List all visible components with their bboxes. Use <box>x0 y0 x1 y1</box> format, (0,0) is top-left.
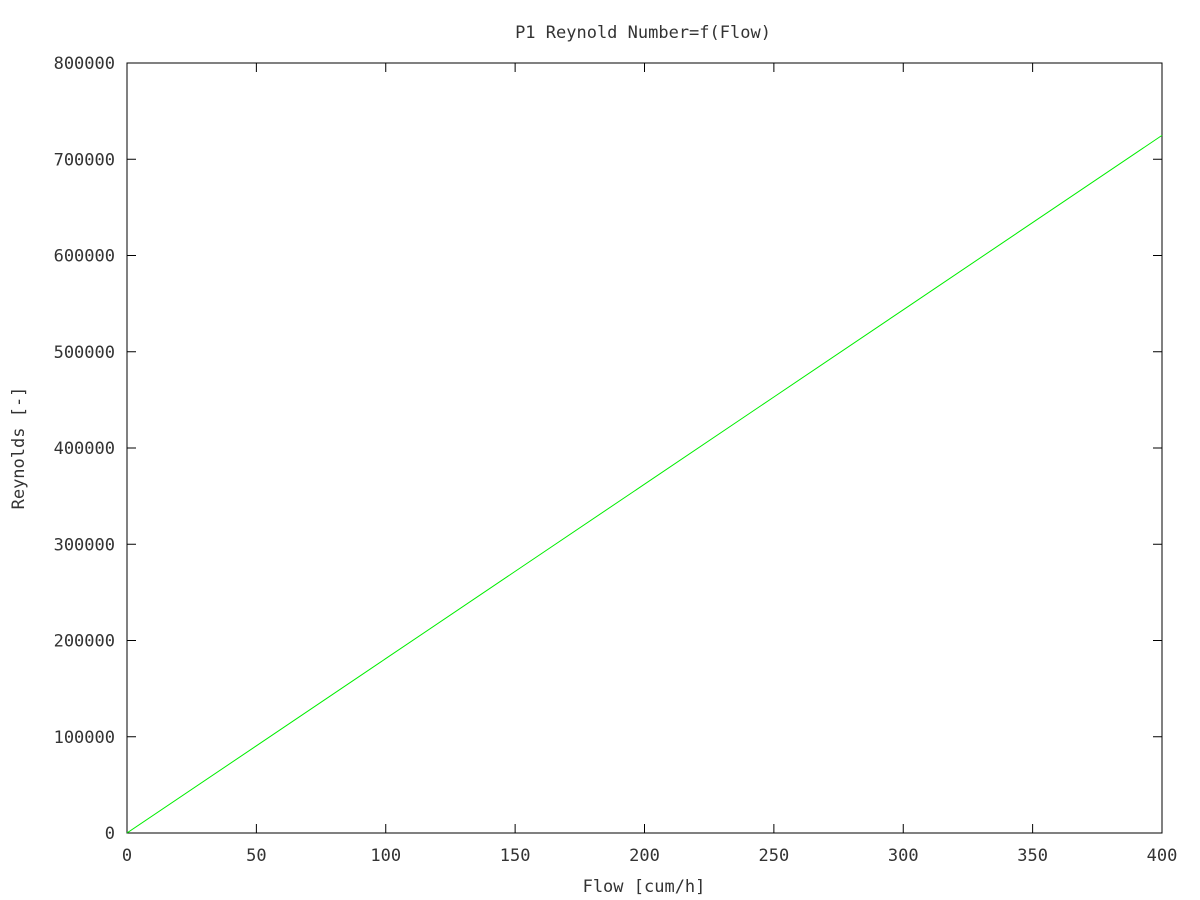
y-tick-label: 700000 <box>54 150 115 170</box>
chart-title: P1 Reynold Number=f(Flow) <box>515 23 771 43</box>
y-tick-label: 500000 <box>54 343 115 363</box>
y-tick-label: 600000 <box>54 247 115 267</box>
x-tick-label: 200 <box>629 846 660 866</box>
x-tick-label: 400 <box>1147 846 1178 866</box>
x-tick-label: 150 <box>500 846 531 866</box>
y-tick-label: 0 <box>105 824 115 844</box>
x-tick-label: 50 <box>246 846 266 866</box>
y-axis-label: Reynolds [-] <box>9 387 29 510</box>
plot-frame <box>126 62 1163 834</box>
y-tick-label: 100000 <box>54 728 115 748</box>
y-axis-ticks: 0 100000 200000 300000 400000 500000 600000 700… <box>54 54 1162 844</box>
y-tick-label: 300000 <box>54 535 115 555</box>
series-layer <box>126 134 1163 834</box>
x-tick-label: 300 <box>888 846 919 866</box>
x-tick-label: 0 <box>122 846 132 866</box>
x-axis-label: Flow [cum/h] <box>583 877 706 897</box>
x-tick-label: 100 <box>370 846 401 866</box>
x-axis-ticks: 0 50 100 150 200 250 300 350 400 <box>122 63 1177 866</box>
x-tick-label: 350 <box>1017 846 1048 866</box>
y-tick-label: 400000 <box>54 439 115 459</box>
x-tick-label: 250 <box>759 846 790 866</box>
y-tick-label: 200000 <box>54 632 115 652</box>
y-tick-label: 800000 <box>54 54 115 74</box>
series-line <box>126 134 1163 834</box>
